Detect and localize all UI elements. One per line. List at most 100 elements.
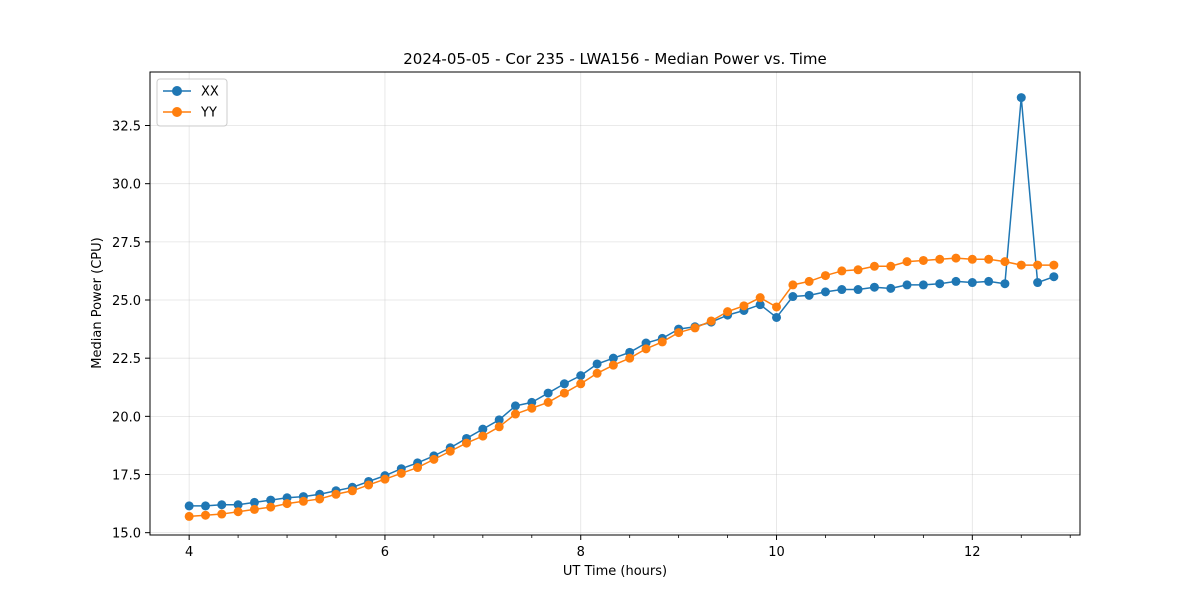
series-xx-point — [984, 276, 994, 286]
legend: XX YY — [156, 78, 228, 127]
series-xx-point — [217, 500, 227, 510]
series-yy-point — [820, 271, 830, 281]
series-yy-point — [804, 276, 814, 286]
series-yy-point — [543, 397, 553, 407]
series-yy-point — [233, 507, 243, 517]
series-yy-point — [723, 307, 733, 317]
series-xx-point — [608, 353, 618, 363]
series-xx-point — [902, 280, 912, 290]
series-yy-point — [201, 510, 211, 520]
series-yy-point — [478, 431, 488, 441]
series-xx-point — [935, 279, 945, 289]
series-xx-point — [576, 371, 586, 381]
series-yy-point — [690, 323, 700, 333]
series-yy-point — [886, 261, 896, 271]
plot-area-frame — [149, 71, 1081, 536]
series-xx-point — [478, 424, 488, 434]
x-axis-ticks: 4 6 8 10 12 — [185, 535, 981, 560]
series-yy-point — [1000, 257, 1010, 267]
series-yy-point — [739, 301, 749, 311]
legend-yy-marker — [172, 107, 182, 117]
series-yy-point — [918, 255, 928, 265]
series-yy-point — [625, 353, 635, 363]
series-xx-point — [494, 415, 504, 425]
series-xx-point — [869, 282, 879, 292]
y-tick-label: 25.0 — [112, 294, 141, 309]
legend-xx-label: XX — [201, 85, 219, 100]
series-xx-point — [788, 292, 798, 302]
series-yy-point — [902, 257, 912, 267]
grid — [150, 72, 1080, 535]
y-tick-label: 32.5 — [112, 120, 141, 135]
series-yy-point — [298, 496, 308, 506]
x-tick-label: 6 — [381, 545, 389, 560]
series-xx-point — [820, 287, 830, 297]
x-axis-title: UT Time (hours) — [563, 564, 667, 579]
series-yy-point — [217, 509, 227, 519]
series-xx-point — [886, 283, 896, 293]
series-xx-point — [184, 501, 194, 511]
series-yy-point — [445, 446, 455, 456]
series-xx-point — [249, 497, 259, 507]
series-yy-point — [674, 328, 684, 338]
series-xx-point — [201, 501, 211, 511]
series-yy-point — [315, 494, 325, 504]
series-xx-point — [853, 285, 863, 295]
series-xx-point — [837, 285, 847, 295]
series-yy-point — [249, 504, 259, 514]
x-tick-label: 10 — [768, 545, 785, 560]
y-tick-label: 22.5 — [112, 352, 141, 367]
series-xx-point — [1049, 272, 1059, 282]
series-yy-point — [967, 254, 977, 264]
series-yy-point — [788, 280, 798, 290]
x-tick-label: 8 — [577, 545, 585, 560]
series-yy-point — [608, 360, 618, 370]
y-axis-ticks: 15.0 17.5 20.0 22.5 25.0 27.5 30.0 32.5 — [112, 120, 150, 542]
series-yy-point — [706, 316, 716, 326]
series-yy-point — [951, 253, 961, 263]
y-tick-label: 27.5 — [112, 236, 141, 251]
chart-title: 2024-05-05 - Cor 235 - LWA156 - Median P… — [403, 50, 827, 68]
series-xx-point — [559, 379, 569, 389]
y-tick-label: 17.5 — [112, 469, 141, 484]
series-yy-point — [935, 254, 945, 264]
series-yy-point — [364, 480, 374, 490]
series-xx-point — [233, 500, 243, 510]
series-yy-point — [984, 254, 994, 264]
y-tick-label: 15.0 — [112, 527, 141, 542]
series-yy-point — [494, 422, 504, 432]
series-yy-point — [510, 409, 520, 419]
series-yy-point — [772, 302, 782, 312]
series-yy-point — [641, 344, 651, 354]
series-xx-point — [592, 359, 602, 369]
series-yy-point — [592, 368, 602, 378]
series-yy-point — [576, 379, 586, 389]
series-xx-point — [951, 276, 961, 286]
series-yy-point — [380, 474, 390, 484]
legend-yy-label: YY — [200, 106, 217, 121]
series-yy-point — [413, 463, 423, 473]
series-yy-point — [527, 403, 537, 413]
y-axis-title: Median Power (CPU) — [90, 237, 105, 368]
x-tick-label: 12 — [964, 545, 981, 560]
plot-series — [184, 93, 1059, 521]
series-xx-point — [510, 401, 520, 411]
series-yy-point — [396, 468, 406, 478]
series-xx-point — [772, 312, 782, 322]
series-yy-point — [331, 489, 341, 499]
y-tick-label: 30.0 — [112, 178, 141, 193]
series-yy-point — [184, 511, 194, 521]
series-xx-point — [1000, 279, 1010, 289]
series-xx-point — [918, 280, 928, 290]
series-xx-point — [1016, 93, 1026, 103]
series-xx-point — [804, 290, 814, 300]
series-yy — [184, 253, 1059, 521]
series-xx-point — [266, 495, 276, 505]
series-yy-point — [755, 293, 765, 303]
series-yy-point — [1016, 260, 1026, 270]
series-yy-point — [869, 261, 879, 271]
series-yy-point — [1033, 260, 1043, 270]
series-yy-point — [429, 454, 439, 464]
series-yy-point — [837, 266, 847, 276]
